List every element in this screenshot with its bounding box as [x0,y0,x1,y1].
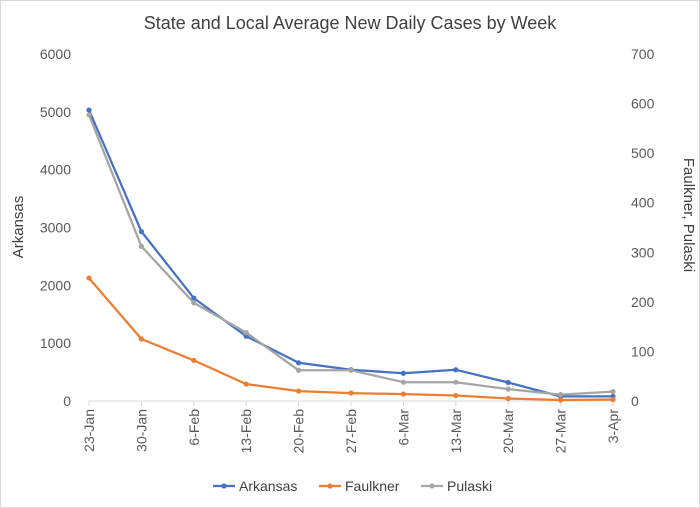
data-point-arkansas [86,107,92,113]
data-point-pulaski [558,391,564,398]
data-point-pulaski [296,367,302,373]
x-tick-label: 30-Jan [133,409,149,452]
chart-title: State and Local Average New Daily Cases … [144,13,558,33]
x-tick-label: 3-Apr [605,409,621,444]
legend-item-faulkner: Faulkner [319,478,400,494]
legend-marker [327,483,333,489]
legend-marker [221,483,227,489]
left-axis-title: Arkansas [10,196,27,259]
data-point-arkansas [191,295,197,301]
legend-label: Arkansas [239,478,297,494]
x-tick-label: 6-Mar [395,409,411,446]
data-point-faulkner [86,275,92,281]
right-axis-ticks: 0 100 200 300 400 500 600 700 [631,46,655,409]
data-point-pulaski [610,388,616,395]
series-line-arkansas [87,109,613,398]
right-tick-label: 0 [631,393,639,409]
right-tick-label: 700 [631,46,655,62]
right-tick-label: 400 [631,195,655,211]
series-arkansas [86,107,616,399]
x-tick-label: 27-Mar [553,409,569,454]
left-tick-label: 3000 [40,220,71,236]
series-layer [86,107,616,403]
x-tick-label: 13-Mar [448,409,464,454]
legend-item-arkansas: Arkansas [213,478,297,494]
right-tick-label: 600 [631,96,655,112]
data-point-pulaski [348,367,354,373]
legend-label: Faulkner [345,478,400,494]
data-point-faulkner [191,357,197,363]
series-line-faulkner [88,277,614,402]
right-tick-label: 300 [631,244,655,260]
data-point-pulaski [191,300,197,306]
data-point-pulaski [453,379,459,385]
x-tick-label: 6-Feb [186,409,202,446]
x-tick-label: 23-Jan [81,409,97,452]
data-point-pulaski [243,329,249,336]
left-tick-label: 5000 [40,104,71,120]
left-tick-label: 6000 [40,46,71,62]
data-point-faulkner [505,395,511,402]
left-tick-label: 1000 [40,335,71,351]
legend-label: Pulaski [447,478,492,494]
x-tick-label: 27-Feb [343,409,359,454]
right-axis-title: Faulkner, Pulaski [680,158,697,272]
data-point-faulkner [348,390,354,396]
right-tick-label: 100 [631,343,655,359]
data-point-arkansas [453,367,459,373]
left-tick-label: 2000 [40,277,71,293]
x-tick-label: 20-Mar [500,409,516,454]
legend: Arkansas Faulkner Pulaski [213,478,492,494]
legend-marker [429,483,435,489]
left-axis-ticks: 0 1000 2000 3000 4000 5000 6000 [40,46,71,409]
x-tick-label: 13-Feb [238,409,254,454]
data-point-arkansas [138,228,144,235]
data-point-faulkner [610,396,616,403]
series-line-pulaski [87,114,614,396]
data-point-faulkner [400,391,406,397]
data-point-faulkner [558,397,564,403]
legend-item-pulaski: Pulaski [421,478,492,494]
right-tick-label: 500 [631,145,655,161]
data-point-pulaski [86,112,92,118]
series-faulkner [86,275,616,403]
data-point-pulaski [138,243,144,249]
data-point-arkansas [505,379,511,386]
data-point-arkansas [400,370,406,376]
data-point-arkansas [296,360,302,366]
x-tick-label: 20-Feb [291,409,307,454]
x-axis-ticks: 23-Jan 30-Jan 6-Feb 13-Feb 20-Feb 27-Feb 6-Mar… [81,401,621,453]
data-point-arkansas [243,333,249,339]
data-point-faulkner [296,388,302,394]
data-point-faulkner [453,392,459,399]
data-point-pulaski [505,386,511,392]
left-tick-label: 0 [63,393,71,409]
series-pulaski [86,112,616,398]
data-point-faulkner [138,336,144,342]
right-tick-label: 200 [631,294,655,310]
left-tick-label: 4000 [40,162,71,178]
data-point-faulkner [243,381,249,387]
data-point-pulaski [400,379,406,385]
